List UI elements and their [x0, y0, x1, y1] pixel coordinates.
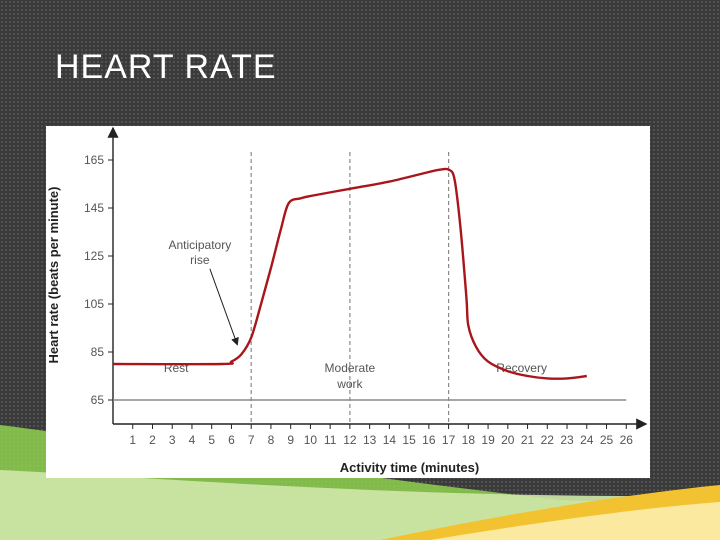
x-tick-label: 11 — [324, 433, 337, 447]
x-tick-label: 19 — [481, 433, 495, 447]
x-tick-label: 7 — [248, 433, 255, 447]
x-tick-label: 4 — [189, 433, 196, 447]
x-tick-label: 15 — [402, 433, 416, 447]
phase-label: Recovery — [496, 361, 547, 375]
x-tick-label: 16 — [422, 433, 436, 447]
x-tick-label: 10 — [304, 433, 318, 447]
x-tick-label: 2 — [149, 433, 156, 447]
x-tick-label: 22 — [541, 433, 555, 447]
annotation-label: rise — [190, 253, 210, 267]
x-tick-label: 26 — [620, 433, 634, 447]
x-tick-label: 13 — [363, 433, 377, 447]
x-tick-label: 24 — [580, 433, 594, 447]
annotation-arrow — [209, 268, 239, 346]
y-axis-title: Heart rate (beats per minute) — [46, 187, 61, 364]
x-tick-label: 20 — [501, 433, 515, 447]
slide-title: HEART RATE — [55, 48, 277, 86]
x-tick-label: 23 — [560, 433, 574, 447]
x-tick-label: 5 — [208, 433, 215, 447]
y-tick-label: 165 — [84, 153, 104, 167]
x-tick-label: 21 — [521, 433, 535, 447]
heart-rate-line — [112, 167, 587, 380]
phase-label: work — [336, 377, 363, 391]
x-tick-label: 18 — [462, 433, 476, 447]
annotation-label: Anticipatory — [169, 238, 232, 252]
chart-panel: 65 85 105 125 145 165 1 2 3 4 5 6 7 8 9 10 11 12 13 14 15 16 1… — [46, 126, 650, 478]
x-tick-label: 25 — [600, 433, 614, 447]
phase-label: Moderate — [325, 361, 376, 375]
x-tick-label: 8 — [268, 433, 275, 447]
x-tick-label: 9 — [287, 433, 294, 447]
x-tick-label: 1 — [129, 433, 136, 447]
y-tick-label: 85 — [91, 345, 105, 359]
x-tick-label: 14 — [383, 433, 397, 447]
x-tick-label: 6 — [228, 433, 235, 447]
x-tick-label: 12 — [343, 433, 357, 447]
y-tick-label: 65 — [91, 393, 105, 407]
y-tick-label: 105 — [84, 297, 104, 311]
y-tick-label: 125 — [84, 249, 104, 263]
y-tick-label: 145 — [84, 201, 104, 215]
x-tick-label: 17 — [442, 433, 456, 447]
x-tick-label: 3 — [169, 433, 176, 447]
x-axis-title: Activity time (minutes) — [340, 460, 479, 475]
